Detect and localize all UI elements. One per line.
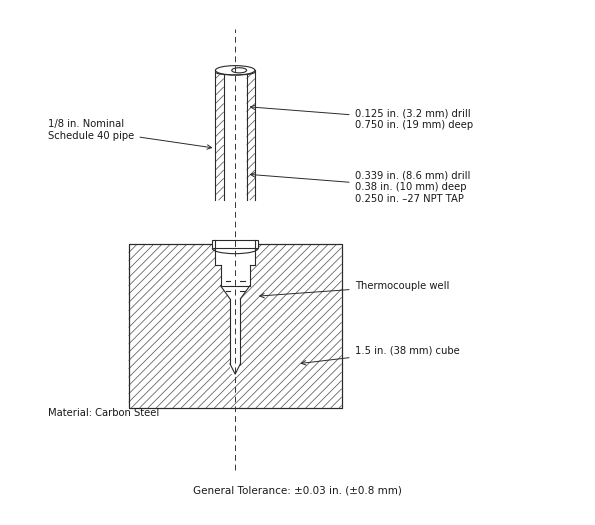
Ellipse shape <box>215 66 255 75</box>
Bar <box>129 244 342 408</box>
Text: 1/8 in. Nominal
Schedule 40 pipe: 1/8 in. Nominal Schedule 40 pipe <box>48 119 212 149</box>
Text: 0.339 in. (8.6 mm) drill
0.38 in. (10 mm) deep
0.250 in. –27 NPT TAP: 0.339 in. (8.6 mm) drill 0.38 in. (10 mm… <box>250 171 470 204</box>
Text: Material: Carbon Steel: Material: Carbon Steel <box>48 408 159 418</box>
Bar <box>230 286 240 374</box>
Text: 0.125 in. (3.2 mm) drill
0.750 in. (19 mm) deep: 0.125 in. (3.2 mm) drill 0.750 in. (19 m… <box>250 105 473 130</box>
Bar <box>215 244 255 265</box>
Bar <box>221 265 250 286</box>
Text: General Tolerance: ±0.03 in. (±0.8 mm): General Tolerance: ±0.03 in. (±0.8 mm) <box>193 486 402 496</box>
Bar <box>215 70 255 200</box>
Polygon shape <box>221 286 250 299</box>
Bar <box>212 240 258 248</box>
Ellipse shape <box>231 68 246 73</box>
Text: Thermocouple well: Thermocouple well <box>260 281 449 298</box>
Text: 1.5 in. (38 mm) cube: 1.5 in. (38 mm) cube <box>301 346 459 365</box>
Bar <box>129 244 342 408</box>
